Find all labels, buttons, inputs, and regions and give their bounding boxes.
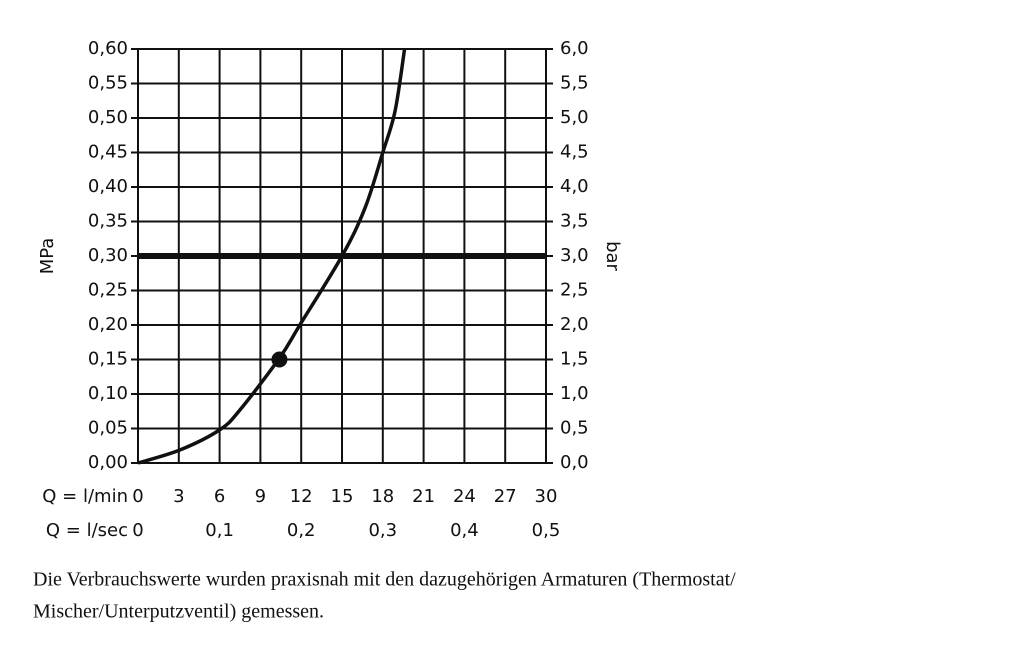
x-axis-label: Q = l/min [42, 486, 128, 507]
y-tick-label: 0,40 [88, 176, 128, 197]
y2-tick-label: 5,5 [560, 73, 589, 94]
y-tick-label: 0,10 [88, 383, 128, 404]
x2-tick-label: 0 [132, 520, 143, 541]
x2-tick-label: 0,4 [450, 520, 479, 541]
x-tick-label: 21 [412, 486, 435, 507]
y-tick-label: 0,05 [88, 418, 128, 439]
x2-tick-label: 0,2 [287, 520, 316, 541]
x-tick-label: 0 [132, 486, 143, 507]
x-tick-label: 3 [173, 486, 184, 507]
y2-tick-label: 2,5 [560, 280, 589, 301]
x-tick-label: 18 [371, 486, 394, 507]
x2-axis-label: Q = l/sec [46, 520, 128, 541]
x2-tick-label: 0,1 [205, 520, 234, 541]
flow-curve [137, 48, 407, 465]
y2-tick-label: 3,5 [560, 211, 589, 232]
y-tick-label: 0,15 [88, 349, 128, 370]
caption-line: Die Verbrauchswerte wurden praxisnah mit… [33, 569, 736, 591]
y-tick-label: 0,25 [88, 280, 128, 301]
caption-line: Mischer/Unterputzventil) gemessen. [33, 601, 324, 623]
operating-point [271, 351, 288, 368]
x-tick-label: 30 [535, 486, 558, 507]
x-tick-label: 24 [453, 486, 476, 507]
y2-tick-label: 2,0 [560, 314, 589, 335]
x-tick-label: 6 [214, 486, 225, 507]
x-tick-label: 12 [290, 486, 313, 507]
y2-tick-label: 4,5 [560, 142, 589, 163]
y2-tick-label: 6,0 [560, 38, 589, 59]
y-tick-label: 0,50 [88, 107, 128, 128]
y-tick-label: 0,20 [88, 314, 128, 335]
y2-tick-label: 0,5 [560, 418, 589, 439]
x-tick-label: 15 [331, 486, 354, 507]
y-tick-label: 0,00 [88, 452, 128, 473]
y2-tick-label: 3,0 [560, 245, 589, 266]
x-tick-label: 9 [255, 486, 266, 507]
y-axis-label: MPa [37, 238, 58, 275]
y2-tick-label: 0,0 [560, 452, 589, 473]
x2-tick-label: 0,3 [368, 520, 397, 541]
x-tick-label: 27 [494, 486, 517, 507]
y-tick-label: 0,35 [88, 211, 128, 232]
y2-tick-label: 1,0 [560, 383, 589, 404]
y2-tick-label: 1,5 [560, 349, 589, 370]
y-tick-label: 0,60 [88, 38, 128, 59]
y-tick-label: 0,45 [88, 142, 128, 163]
y2-axis-label: bar [602, 241, 623, 271]
y2-tick-label: 4,0 [560, 176, 589, 197]
y-tick-label: 0,55 [88, 73, 128, 94]
y-tick-label: 0,30 [88, 245, 128, 266]
y2-tick-label: 5,0 [560, 107, 589, 128]
x2-tick-label: 0,5 [532, 520, 561, 541]
